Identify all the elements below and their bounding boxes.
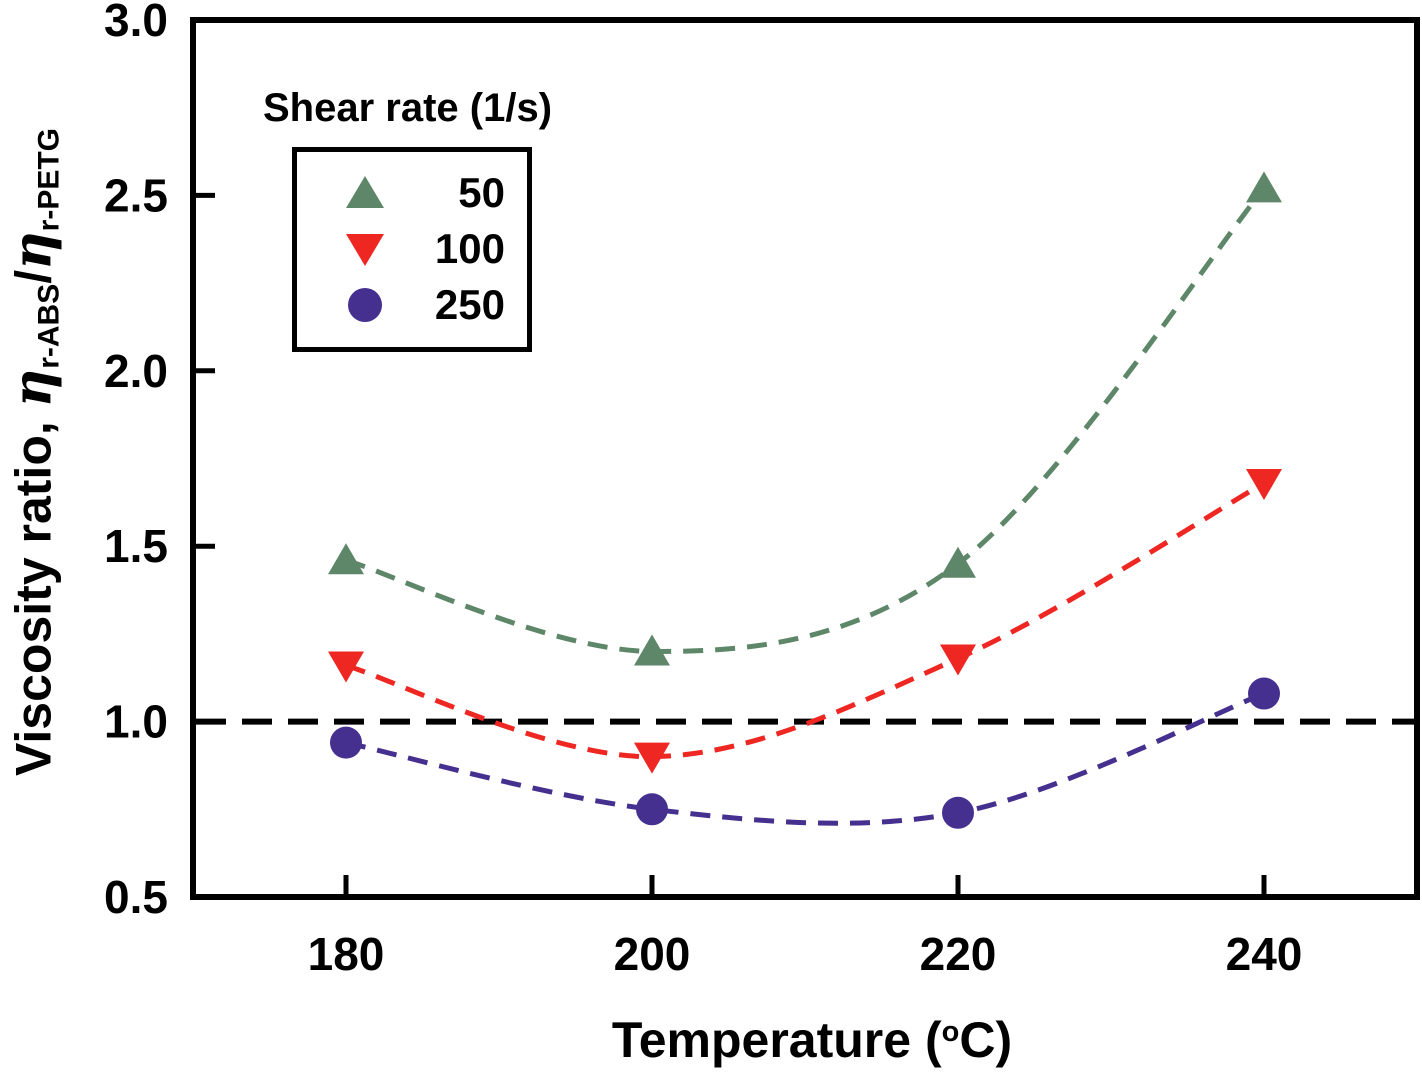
- series-line-250: [345, 691, 1265, 826]
- y-axis-subscript-denominator: r-PETG: [32, 127, 66, 232]
- triangle-up-marker: [346, 176, 384, 208]
- legend-label-100: 100: [434, 225, 505, 272]
- ratio-slash: /: [5, 269, 62, 284]
- marker-50-180: [328, 543, 364, 575]
- y-tick-label-2.5: 2.5: [104, 169, 168, 221]
- eta-symbol: η: [1, 231, 64, 270]
- x-axis-title: Temperature (oC): [612, 1011, 1012, 1069]
- x-tick-label-220: 220: [920, 928, 997, 980]
- legend-title: Shear rate (1/s): [263, 86, 553, 130]
- circle-icon: [348, 288, 382, 322]
- marker-250-200: [636, 793, 668, 826]
- y-tick-label-2.0: 2.0: [104, 345, 168, 397]
- triangle-down-marker: [346, 234, 384, 266]
- series-line-100: [345, 480, 1266, 760]
- y-tick-label-1.0: 1.0: [104, 696, 168, 748]
- y-axis-subscript-numerator: r-ABS: [32, 283, 66, 369]
- legend-label-250: 250: [434, 281, 505, 328]
- y-axis-title: Viscosity ratio, ηr-ABS/ηr-PETG: [1, 128, 66, 776]
- marker-250-180: [330, 726, 362, 759]
- marker-50-200: [634, 634, 670, 666]
- eta-symbol: η: [1, 368, 64, 408]
- legend-entry-100: 100: [297, 221, 527, 277]
- x-tick-label-240: 240: [1226, 928, 1303, 980]
- degree-symbol: o: [941, 1016, 960, 1049]
- marker-50-240: [1246, 171, 1282, 203]
- plot-frame: [190, 17, 1420, 900]
- x-tick-label-180: 180: [308, 928, 385, 980]
- x-axis-title-text: Temperature (: [611, 1012, 942, 1068]
- series-line-50: [345, 186, 1266, 654]
- marker-100-200: [634, 742, 670, 774]
- marker-100-220: [940, 644, 976, 676]
- y-tick-label-0.5: 0.5: [104, 871, 168, 923]
- marker-50-220: [940, 546, 976, 578]
- y-axis-title-text: Viscosity ratio,: [5, 407, 62, 777]
- triangle-down-icon: [346, 234, 384, 266]
- triangle-up-icon: [346, 176, 384, 208]
- x-axis-title-unit: C): [959, 1012, 1013, 1068]
- marker-100-180: [328, 651, 364, 683]
- circle-marker: [348, 288, 382, 322]
- legend-label-50: 50: [458, 169, 505, 216]
- marker-250-240: [1248, 677, 1280, 710]
- marker-100-240: [1246, 469, 1282, 501]
- legend-entry-50: 50: [297, 165, 527, 221]
- legend-entry-250: 250: [297, 277, 527, 333]
- y-tick-label-1.5: 1.5: [104, 520, 168, 572]
- legend-box: 50 100 250: [292, 147, 532, 352]
- x-tick-label-200: 200: [614, 928, 691, 980]
- y-tick-label-3.0: 3.0: [104, 0, 168, 46]
- marker-250-220: [942, 796, 974, 829]
